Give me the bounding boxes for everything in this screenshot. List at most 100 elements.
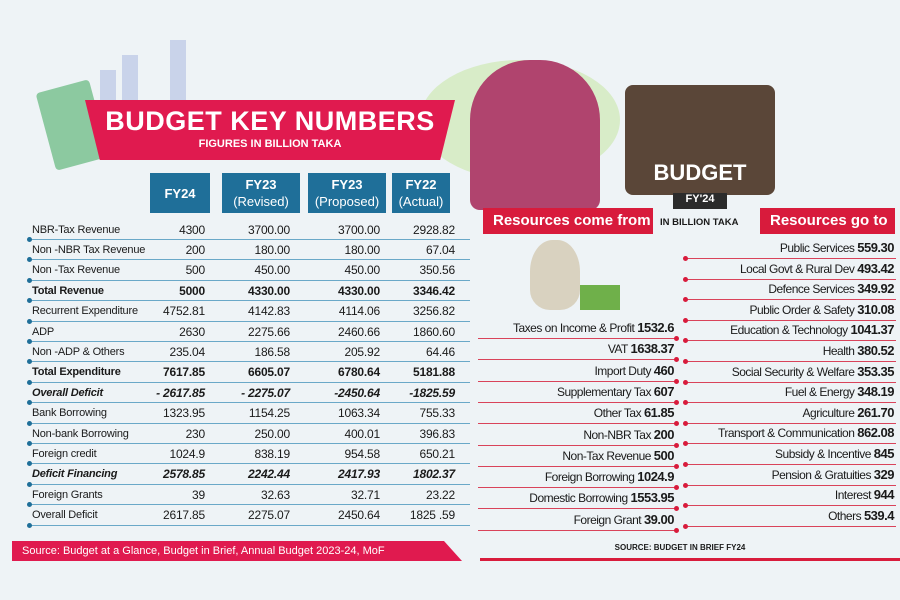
item-label: Fuel & Energy	[784, 385, 855, 400]
resource-use-item: Pension & Gratuities 329	[683, 465, 896, 488]
page-subtitle: FIGURES IN BILLION TAKA	[198, 138, 342, 150]
row-label: Non -Tax Revenue	[32, 264, 120, 277]
item-label: Local Govt & Rural Dev	[740, 261, 855, 276]
cell-value: -2450.64	[334, 385, 380, 400]
table-row: Non -Tax Revenue 500 450.00 450.00 350.56	[27, 261, 470, 283]
cell-value: 4300	[179, 222, 205, 237]
item-label: Public Order & Safety	[749, 302, 855, 317]
title-banner	[85, 100, 455, 160]
item-value: 539.4	[863, 507, 895, 523]
resource-use-item: Fuel & Energy 348.19	[683, 382, 896, 406]
table-row: Foreign Grants 39 32.63 32.71 23.22	[27, 485, 470, 508]
table-row: NBR-Tax Revenue 4300 3700.00 3700.00 2928.82	[27, 220, 470, 242]
header-line1: FY23	[245, 177, 277, 192]
cell-value: 200	[185, 242, 206, 257]
cell-value: 5181.88	[413, 365, 455, 380]
cell-value: 250.00	[254, 426, 290, 441]
item-label: Interest	[834, 488, 872, 503]
row-label: Overall Deficit	[32, 386, 103, 399]
cell-value: 32.63	[260, 487, 290, 502]
item-value: 1532.6	[637, 320, 674, 335]
table-row: Total Revenue 5000 4330.00 4330.00 3346.42	[27, 281, 470, 304]
item-value: 61.85	[643, 405, 675, 421]
item-value: 607	[653, 383, 675, 399]
cell-value: 5000	[179, 283, 205, 298]
item-value: 500	[653, 447, 675, 463]
resources-come-from-banner: Resources come from	[483, 208, 653, 234]
fy-badge: FY'24	[673, 193, 727, 209]
item-value: 349.92	[857, 281, 894, 297]
item-value: 1638.37	[630, 341, 675, 357]
cell-value: 32.71	[350, 487, 380, 502]
row-label: Total Revenue	[32, 284, 104, 297]
decoration-bar	[122, 55, 138, 100]
cell-value: 3700.00	[338, 222, 380, 237]
item-value: 460	[653, 362, 675, 378]
cell-value: 1825 .59	[409, 508, 455, 523]
row-label: NBR-Tax Revenue	[32, 223, 121, 236]
cell-value: 2460.66	[338, 324, 380, 339]
cell-value: 4330.00	[248, 283, 290, 298]
item-label: Health	[822, 344, 855, 358]
cell-value: 2417.93	[338, 467, 380, 482]
resource-use-item: Education & Technology 1041.37	[683, 320, 896, 344]
cell-value: 3346.42	[413, 283, 455, 298]
resource-use-item: Agriculture 261.70	[683, 403, 896, 426]
item-label: Domestic Borrowing	[529, 491, 628, 506]
row-label: ADP	[32, 325, 55, 338]
table-row: Overall Deficit 2617.85 2275.07 2450.64 1825…	[27, 506, 470, 528]
item-label: Foreign Borrowing	[544, 470, 635, 485]
resource-use-item: Public Services 559.30	[683, 238, 896, 261]
resource-source-item: Non-Tax Revenue 500	[478, 446, 679, 469]
briefcase-label: BUDGET	[653, 160, 747, 185]
cell-value: 400.01	[344, 426, 380, 441]
cell-value: 186.58	[254, 344, 290, 359]
row-label: Foreign Grants	[32, 488, 103, 501]
cell-value: 2617.85	[163, 508, 205, 523]
header-line2: (Revised)	[233, 194, 289, 209]
cell-value: 205.92	[344, 344, 380, 359]
cell-value: 954.58	[344, 446, 380, 461]
item-value: 1553.95	[630, 490, 675, 506]
decoration-bar	[170, 40, 186, 100]
table-row: ADP 2630 2275.66 2460.66 1860.60	[27, 322, 470, 344]
cell-value: 4114.06	[338, 304, 380, 319]
cell-value: 838.19	[254, 446, 290, 461]
row-label: Non -ADP & Others	[32, 345, 125, 358]
item-label: Non-Tax Revenue	[562, 448, 651, 463]
right-source: SOURCE: BUDGET IN BRIEF FY24	[614, 543, 746, 552]
row-label: Recurrent Expenditure	[32, 305, 138, 318]
resource-source-item: Import Duty 460	[478, 361, 679, 384]
item-label: Public Services	[779, 241, 855, 255]
cell-value: 2242.44	[248, 467, 290, 482]
cell-value: 4142.83	[248, 304, 290, 319]
header-line2: (Actual)	[398, 194, 444, 209]
row-label: Non-bank Borrowing	[32, 427, 129, 440]
item-label: Pension & Gratuities	[771, 467, 872, 482]
item-value: 1024.9	[637, 469, 674, 485]
resource-use-item: Others 539.4	[683, 506, 896, 529]
item-label: Others	[828, 508, 862, 523]
resource-use-item: Subsidy & Incentive 845	[683, 444, 896, 467]
item-label: Agriculture	[802, 405, 855, 420]
column-header: FY23 (Revised)	[222, 173, 300, 213]
cell-value: 1024.9	[169, 446, 205, 461]
resource-source-item: Supplementary Tax 607	[478, 382, 679, 405]
item-label: VAT	[607, 342, 628, 357]
resource-source-item: VAT 1638.37	[478, 339, 679, 363]
cell-value: 180.00	[344, 242, 380, 257]
cell-value: 2928.82	[413, 222, 455, 237]
left-source: Source: Budget at a Glance, Budget in Br…	[12, 541, 462, 561]
cell-value: 3700.00	[248, 222, 290, 237]
cell-value: 1860.60	[413, 324, 455, 339]
item-label: Taxes on Income & Profit	[512, 321, 635, 335]
row-label: Overall Deficit	[32, 509, 98, 522]
item-label: Other Tax	[593, 406, 642, 421]
cell-value: - 2617.85	[156, 385, 205, 400]
cell-value: 3256.82	[413, 304, 455, 319]
resource-source-item: Foreign Grant 39.00	[478, 510, 679, 533]
item-value: 1041.37	[850, 322, 895, 338]
resource-use-item: Transport & Communication 862.08	[683, 423, 896, 447]
cell-value: 67.04	[425, 242, 455, 257]
item-value: 944	[873, 487, 895, 503]
